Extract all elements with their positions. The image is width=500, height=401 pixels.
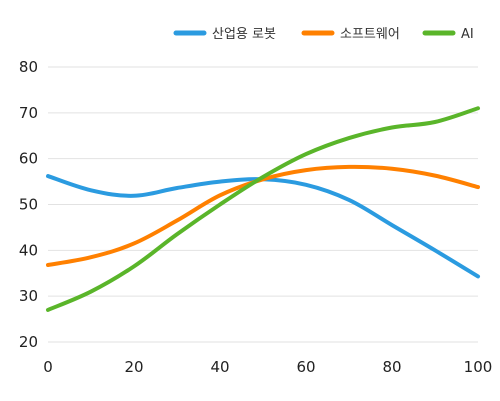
y-tick-label: 70 <box>19 104 38 122</box>
series-line-ai <box>46 106 480 312</box>
x-tick-label: 60 <box>296 358 315 376</box>
grid-lines <box>48 66 478 343</box>
x-tick-label: 0 <box>43 358 53 376</box>
legend-item-ai: AI <box>422 27 474 42</box>
y-tick-label: 80 <box>19 58 38 76</box>
series-line-industrial-robot <box>46 174 480 279</box>
legend-label: AI <box>461 27 474 42</box>
y-tick-label: 60 <box>19 150 38 168</box>
legend-item-software: 소프트웨어 <box>301 27 400 42</box>
y-tick-label: 30 <box>19 287 38 305</box>
legend: 산업용 로봇 소프트웨어 AI <box>173 27 474 42</box>
x-tick-label: 20 <box>124 358 143 376</box>
series-lines <box>46 106 480 312</box>
y-tick-label: 40 <box>19 241 38 259</box>
y-tick-label: 50 <box>19 196 38 214</box>
tick-labels: 20 30 40 50 60 70 80 0 20 40 60 80 100 <box>19 58 492 376</box>
x-tick-label: 40 <box>210 358 229 376</box>
x-tick-label: 80 <box>382 358 401 376</box>
y-tick-label: 20 <box>19 333 38 351</box>
x-tick-label: 100 <box>464 358 493 376</box>
legend-item-industrial-robot: 산업용 로봇 <box>173 27 276 42</box>
legend-label: 산업용 로봇 <box>212 27 276 42</box>
legend-label: 소프트웨어 <box>340 27 400 42</box>
